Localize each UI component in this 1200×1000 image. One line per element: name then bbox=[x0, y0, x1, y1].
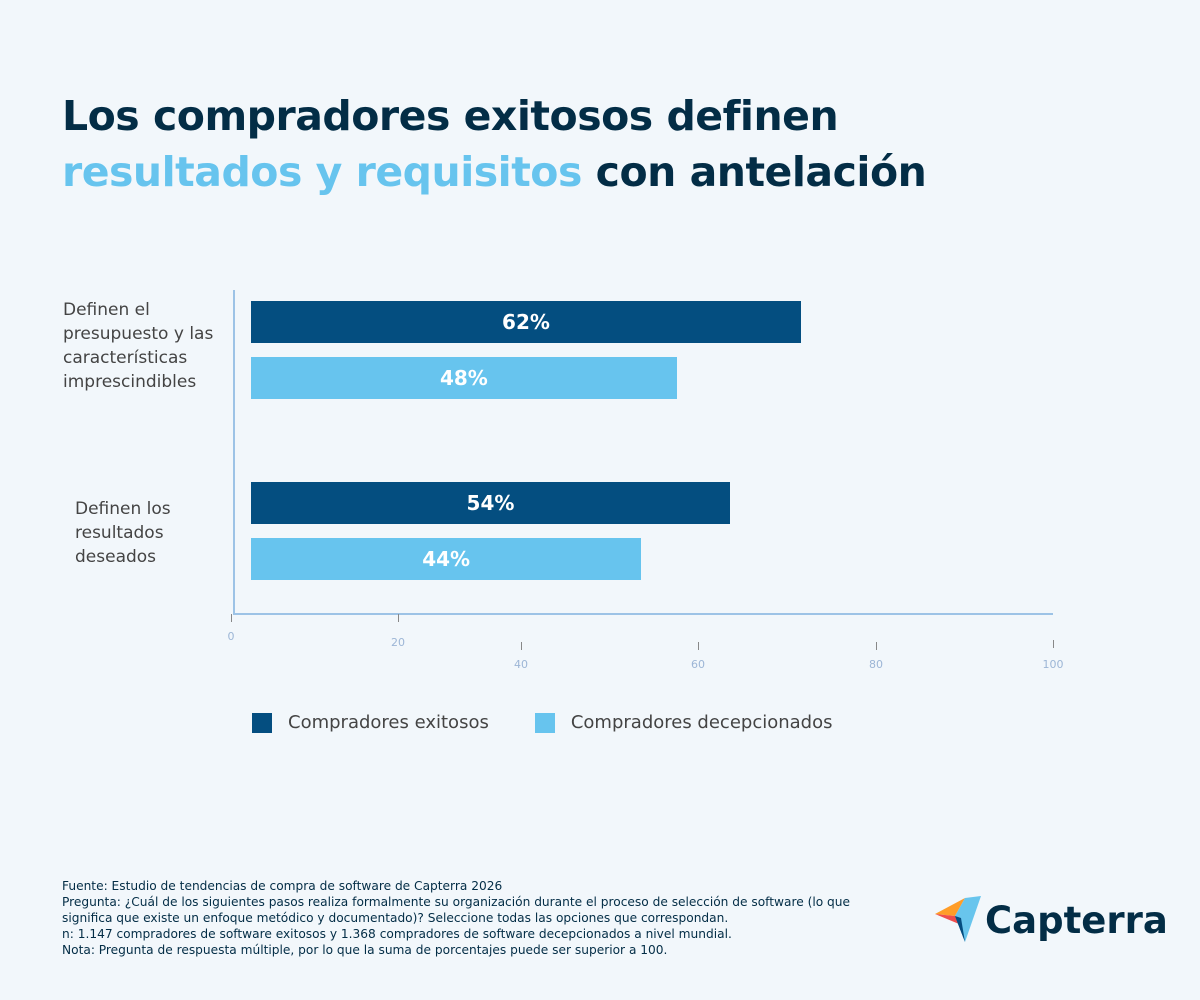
legend-swatch bbox=[252, 712, 272, 733]
bar-value-label: 48% bbox=[439, 366, 488, 390]
footer-note: Nota: Pregunta de respuesta múltiple, po… bbox=[62, 943, 668, 957]
bar-disappointed-0: 48% bbox=[251, 357, 677, 399]
category-line: Definen el bbox=[63, 300, 150, 320]
legend: Compradores exitosos Compradores decepci… bbox=[252, 712, 833, 733]
x-tick-label: 40 bbox=[514, 658, 528, 671]
chart-title: Los compradores exitosos definen resulta… bbox=[62, 88, 927, 200]
footer-sample: n: 1.147 compradores de software exitoso… bbox=[62, 927, 732, 941]
legend-swatch bbox=[534, 712, 555, 733]
legend-item-disappointed: Compradores decepcionados bbox=[534, 712, 833, 733]
category-line: deseados bbox=[75, 547, 157, 567]
logo-text: Capterra bbox=[985, 898, 1168, 942]
footer-question: Pregunta: ¿Cuál de los siguientes pasos … bbox=[62, 895, 851, 925]
x-tick bbox=[398, 614, 399, 622]
category-line: presupuesto y las bbox=[63, 324, 214, 344]
bar-value-label: 54% bbox=[466, 491, 515, 515]
y-axis-line bbox=[233, 290, 235, 614]
x-tick-label: 60 bbox=[691, 658, 705, 671]
x-tick bbox=[521, 642, 522, 650]
category-line: imprescindibles bbox=[63, 372, 197, 392]
bar-successful-1: 54% bbox=[251, 482, 730, 524]
x-tick bbox=[698, 642, 699, 650]
category-label-outcomes: Definen los resultados deseados bbox=[75, 497, 171, 569]
title-rest: con antelación bbox=[581, 148, 927, 196]
legend-item-successful: Compradores exitosos bbox=[252, 712, 489, 733]
footer-source: Fuente: Estudio de tendencias de compra … bbox=[62, 879, 503, 893]
category-label-budget: Definen el presupuesto y las característ… bbox=[63, 298, 213, 394]
x-tick bbox=[231, 614, 232, 622]
x-tick bbox=[1053, 640, 1054, 648]
x-tick-label: 100 bbox=[1042, 658, 1064, 671]
capterra-arrow-icon bbox=[935, 896, 981, 942]
x-tick-label: 20 bbox=[391, 636, 405, 649]
x-tick-label: 0 bbox=[227, 630, 235, 643]
category-line: características bbox=[63, 348, 188, 368]
legend-label: Compradores decepcionados bbox=[570, 712, 833, 733]
bar-value-label: 44% bbox=[422, 547, 471, 571]
category-line: resultados bbox=[75, 523, 164, 543]
footer-notes: Fuente: Estudio de tendencias de compra … bbox=[62, 878, 892, 958]
title-line1: Los compradores exitosos definen bbox=[62, 92, 839, 140]
bar-successful-0: 62% bbox=[251, 301, 801, 343]
x-tick bbox=[876, 642, 877, 650]
legend-label: Compradores exitosos bbox=[288, 712, 489, 733]
x-axis-line bbox=[233, 613, 1053, 615]
bar-disappointed-1: 44% bbox=[251, 538, 642, 580]
bar-value-label: 62% bbox=[502, 310, 550, 334]
category-line: Definen los bbox=[75, 499, 171, 519]
capterra-logo: Capterra bbox=[935, 896, 1168, 944]
title-highlight: resultados y requisitos bbox=[62, 148, 582, 196]
x-tick-label: 80 bbox=[869, 658, 883, 671]
